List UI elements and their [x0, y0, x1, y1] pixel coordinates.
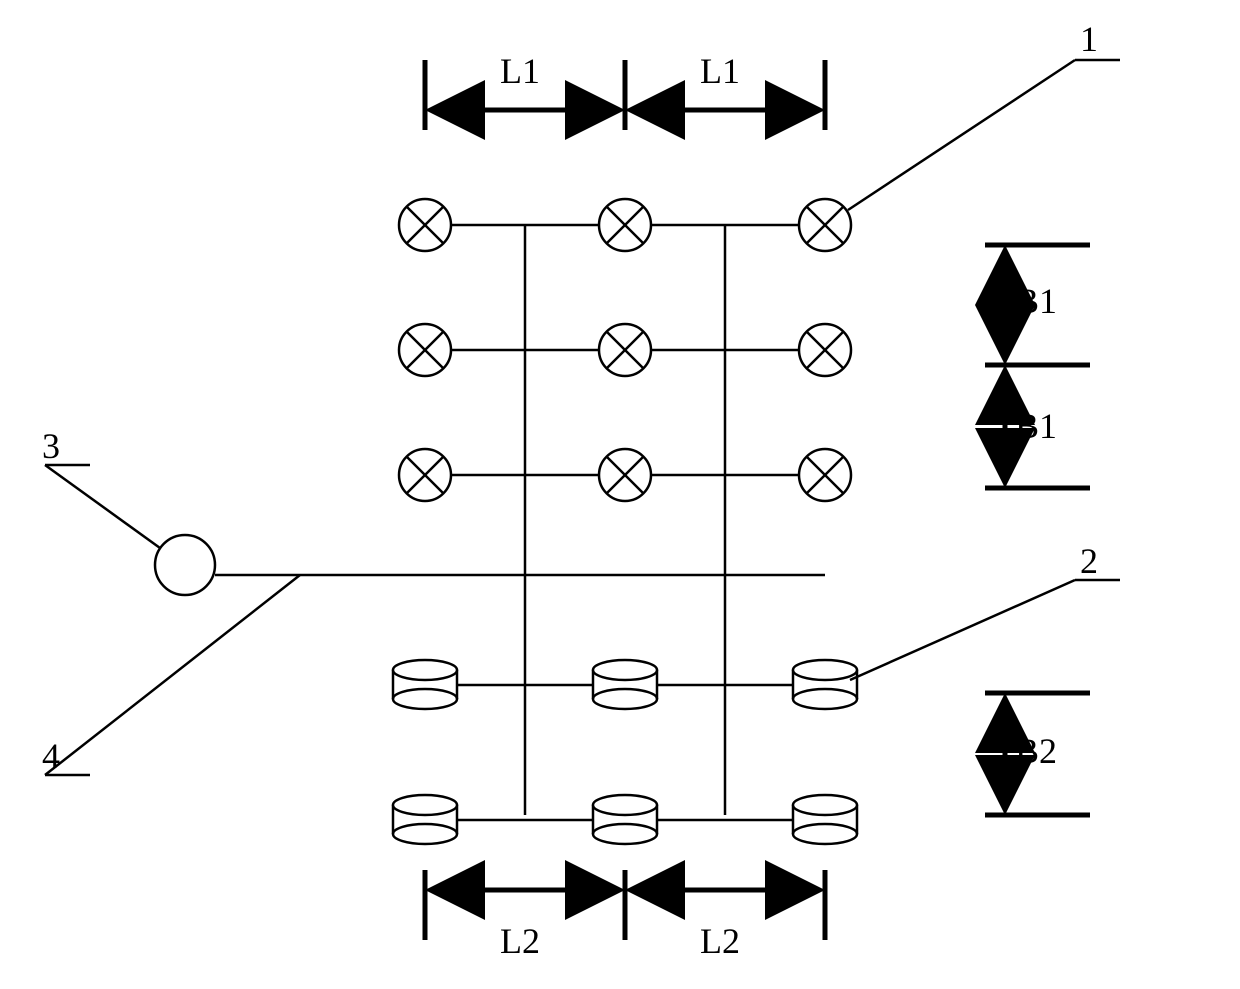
dim-label-B1-top: B1: [1015, 280, 1057, 322]
cross-node-3-1: [399, 449, 451, 501]
dim-label-B2: B2: [1015, 730, 1057, 772]
cylinder-1-1: [393, 660, 457, 709]
ref-label-1: 1: [1080, 18, 1098, 60]
diagram-svg: [0, 0, 1240, 989]
cross-node-1-1: [399, 199, 451, 251]
cross-node-2-2: [599, 324, 651, 376]
ref-line-1: [848, 60, 1075, 210]
cylinder-2-3: [793, 795, 857, 844]
dim-label-L2-left: L2: [500, 920, 540, 962]
cross-node-3-3: [799, 449, 851, 501]
dim-label-B1-bottom: B1: [1015, 405, 1057, 447]
ref-line-3: [45, 465, 160, 548]
cross-node-2-3: [799, 324, 851, 376]
ref-label-4: 4: [42, 735, 60, 777]
ref-line-4: [45, 575, 300, 775]
dim-label-L1-left: L1: [500, 50, 540, 92]
cross-node-1-3: [799, 199, 851, 251]
cylinder-2-2: [593, 795, 657, 844]
cylinder-2-1: [393, 795, 457, 844]
ref-label-2: 2: [1080, 540, 1098, 582]
cylinder-1-3: [793, 660, 857, 709]
cross-node-1-2: [599, 199, 651, 251]
source-circle: [155, 535, 215, 595]
dim-label-L1-right: L1: [700, 50, 740, 92]
cross-node-2-1: [399, 324, 451, 376]
cylinder-1-2: [593, 660, 657, 709]
ref-label-3: 3: [42, 425, 60, 467]
dim-label-L2-right: L2: [700, 920, 740, 962]
cross-node-3-2: [599, 449, 651, 501]
ref-line-2: [850, 580, 1075, 680]
